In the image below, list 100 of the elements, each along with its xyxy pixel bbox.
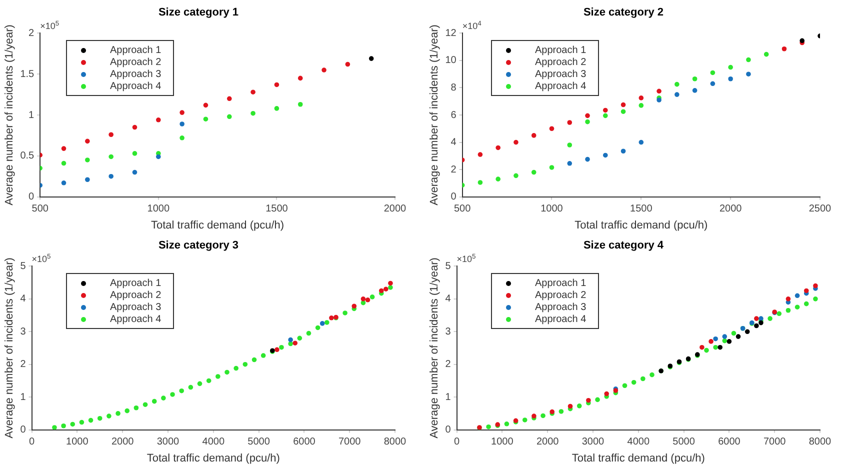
point: [61, 180, 66, 186]
x-tick-label: 7000: [763, 436, 786, 448]
point: [226, 114, 232, 120]
point: [322, 68, 326, 72]
point: [595, 397, 600, 402]
y-tick-label: 3: [445, 326, 452, 338]
x-axis-title: Total traffic demand (pcu/h): [146, 452, 280, 464]
legend-label: Approach 1: [110, 278, 162, 288]
legend-label: Approach 4: [535, 80, 586, 92]
point: [558, 409, 564, 414]
point: [692, 76, 698, 82]
point: [180, 136, 184, 140]
y-axis-title: Average number of incidents (1/year): [4, 24, 16, 206]
x-tick-label: 500: [32, 204, 49, 215]
point: [197, 381, 202, 386]
point: [180, 122, 184, 126]
point: [132, 170, 138, 175]
point: [52, 425, 57, 430]
y-tick-label: 5: [445, 260, 452, 272]
point: [306, 330, 312, 336]
point: [260, 353, 266, 358]
point: [640, 376, 646, 382]
point: [152, 398, 157, 404]
point: [124, 408, 130, 414]
point: [106, 414, 112, 418]
legend-label: Approach 1: [535, 44, 586, 56]
x-tick-label: 5000: [248, 436, 270, 448]
point: [134, 405, 139, 410]
point: [279, 344, 284, 350]
y-tick-label: 6: [450, 110, 457, 121]
x-axis-title: Total traffic demand (pcu/h): [572, 452, 705, 464]
x-tick-label: 3000: [156, 436, 180, 448]
y-tick-label: 2: [28, 28, 35, 39]
x-tick-label: 6000: [293, 436, 316, 448]
point: [674, 82, 680, 87]
point: [726, 339, 732, 344]
point: [97, 416, 102, 421]
x-tick-label: 3000: [582, 436, 605, 448]
y-tick-label: 2: [20, 359, 26, 370]
point: [700, 344, 704, 350]
point: [203, 116, 208, 122]
point: [368, 56, 374, 61]
point: [602, 108, 608, 113]
point: [70, 422, 76, 427]
point: [786, 308, 791, 313]
point: [718, 344, 723, 350]
point: [324, 320, 330, 325]
y-tick-label: 4: [445, 294, 452, 305]
x-tick-label: 2000: [536, 436, 560, 448]
point: [567, 142, 572, 148]
y-tick-label: 4: [450, 137, 457, 148]
point: [142, 402, 148, 408]
y-tick-label: 0: [28, 192, 35, 203]
point: [486, 424, 491, 430]
point: [758, 316, 764, 321]
chart-title: Size category 2: [583, 6, 664, 19]
point: [567, 161, 572, 166]
legend-label: Approach 2: [535, 290, 586, 300]
point: [776, 311, 782, 316]
point: [188, 384, 194, 390]
point: [585, 119, 590, 124]
point: [496, 176, 500, 182]
point: [620, 102, 626, 108]
legend-label: Approach 4: [535, 314, 586, 324]
x-tick-label: 4000: [202, 436, 225, 448]
point: [88, 418, 94, 423]
point: [514, 140, 518, 145]
x-axis-title: Total traffic demand (pcu/h): [151, 219, 284, 232]
point: [764, 52, 769, 57]
point: [731, 330, 736, 336]
legend-label: Approach 3: [110, 68, 162, 80]
point: [342, 310, 348, 316]
point: [656, 88, 662, 94]
point: [234, 366, 238, 371]
y-tick-label: 0: [20, 424, 26, 436]
y-tick-label: 8: [450, 82, 457, 94]
point: [384, 286, 388, 292]
point: [250, 90, 256, 94]
point: [813, 296, 818, 302]
x-tick-label: 500: [454, 204, 472, 215]
point: [298, 102, 303, 107]
y-tick-label: 10: [445, 55, 457, 66]
point: [250, 110, 256, 116]
y-tick-label: 4: [20, 294, 26, 305]
point: [274, 82, 280, 88]
legend-label: Approach 2: [110, 290, 162, 300]
point: [604, 391, 609, 396]
y-axis-title: Average number of incidents (1/year): [428, 258, 441, 438]
point: [79, 420, 84, 425]
point: [206, 378, 212, 384]
point: [274, 106, 280, 111]
x-tick-label: 2000: [719, 204, 742, 215]
point: [549, 126, 554, 132]
point: [61, 146, 66, 151]
y-tick-label: 1: [20, 392, 26, 403]
point: [704, 348, 709, 353]
point: [514, 173, 518, 178]
point: [329, 316, 334, 320]
y-axis-title: Average number of incidents (1/year): [4, 258, 16, 438]
point: [713, 344, 718, 350]
